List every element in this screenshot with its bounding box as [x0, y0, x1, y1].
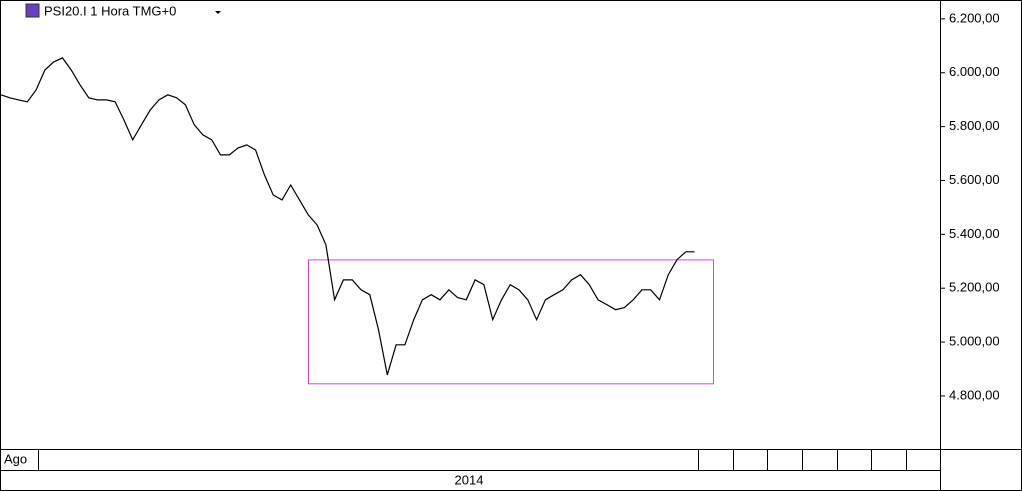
x-tick-label: Ago [4, 451, 27, 466]
y-tick-label: 5.800,00 [949, 118, 1000, 133]
price-line [0, 57, 695, 376]
y-tick-label: 5.600,00 [949, 172, 1000, 187]
year-label: 2014 [455, 472, 484, 487]
symbol-icon [25, 3, 40, 18]
y-tick-label: 5.200,00 [949, 280, 1000, 295]
y-tick-label: 4.800,00 [949, 387, 1000, 402]
y-tick-label: 6.200,00 [949, 10, 1000, 25]
chart-title: PSI20.I 1 Hora TMG+0 [44, 3, 176, 18]
y-tick-label: 5.000,00 [949, 334, 1000, 349]
dropdown-arrow[interactable] [215, 11, 221, 14]
y-tick-label: 6.000,00 [949, 64, 1000, 79]
y-tick-label: 5.400,00 [949, 226, 1000, 241]
annotation-box [308, 259, 714, 385]
